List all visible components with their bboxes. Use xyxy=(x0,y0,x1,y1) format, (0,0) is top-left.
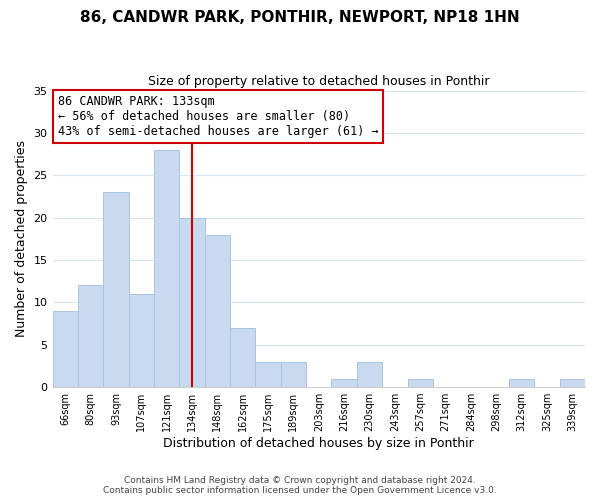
Bar xyxy=(103,192,128,387)
Bar xyxy=(53,311,78,387)
Bar xyxy=(230,328,256,387)
Bar xyxy=(256,362,281,387)
Bar xyxy=(509,378,534,387)
Y-axis label: Number of detached properties: Number of detached properties xyxy=(15,140,28,338)
Bar xyxy=(357,362,382,387)
Text: 86 CANDWR PARK: 133sqm
← 56% of detached houses are smaller (80)
43% of semi-det: 86 CANDWR PARK: 133sqm ← 56% of detached… xyxy=(58,95,379,138)
Text: Contains HM Land Registry data © Crown copyright and database right 2024.
Contai: Contains HM Land Registry data © Crown c… xyxy=(103,476,497,495)
Text: 86, CANDWR PARK, PONTHIR, NEWPORT, NP18 1HN: 86, CANDWR PARK, PONTHIR, NEWPORT, NP18 … xyxy=(80,10,520,25)
Bar xyxy=(407,378,433,387)
Bar xyxy=(154,150,179,387)
Bar xyxy=(128,294,154,387)
Title: Size of property relative to detached houses in Ponthir: Size of property relative to detached ho… xyxy=(148,75,490,88)
Bar xyxy=(281,362,306,387)
Bar xyxy=(205,234,230,387)
X-axis label: Distribution of detached houses by size in Ponthir: Distribution of detached houses by size … xyxy=(163,437,474,450)
Bar xyxy=(331,378,357,387)
Bar xyxy=(560,378,585,387)
Bar xyxy=(78,286,103,387)
Bar xyxy=(179,218,205,387)
